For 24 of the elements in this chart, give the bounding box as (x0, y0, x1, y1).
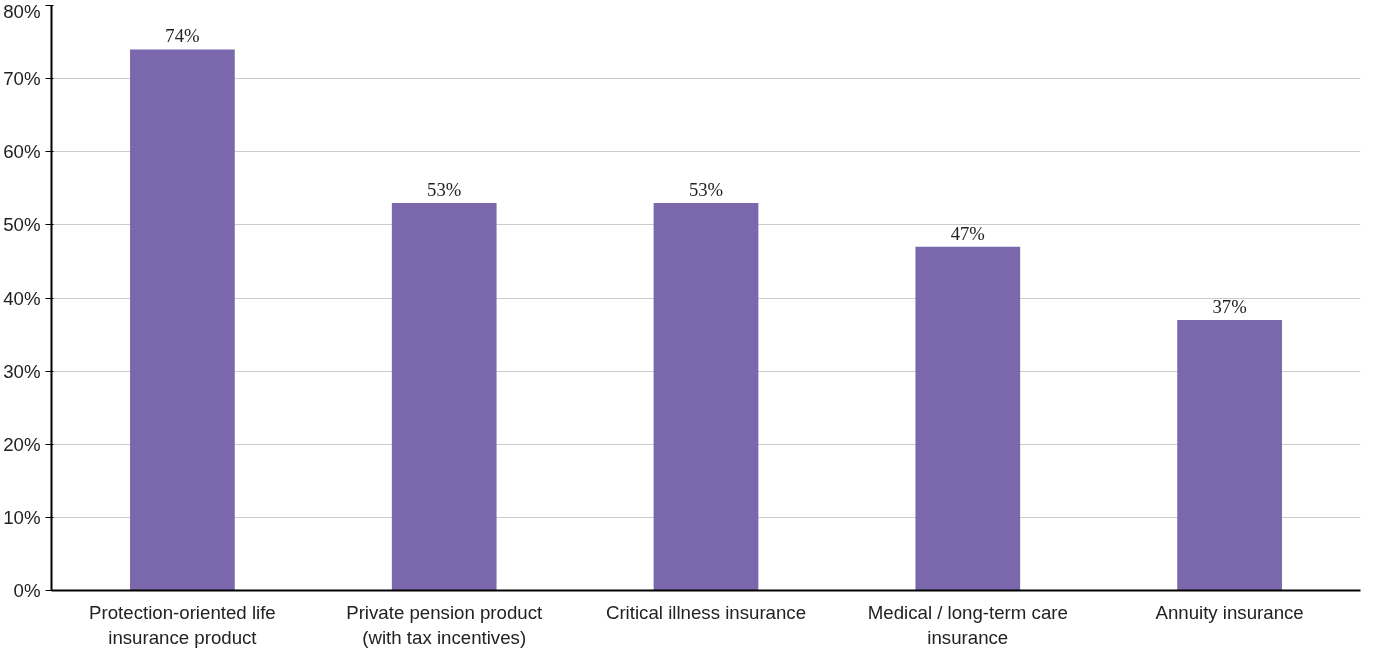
data-label: 47% (950, 222, 985, 244)
data-label: 53% (688, 178, 724, 200)
bar (915, 246, 1021, 591)
y-tick-label: 40% (3, 287, 41, 309)
y-tick-label: 0% (13, 580, 41, 601)
x-tick-label: Critical illness insurance (605, 601, 807, 623)
y-tick-label: 70% (3, 68, 41, 90)
bar (1177, 319, 1282, 591)
bar (130, 49, 235, 591)
y-tick-label: 10% (3, 506, 41, 528)
x-tick-label: Annuity insurance (1155, 601, 1304, 623)
data-label: 37% (1212, 295, 1247, 317)
data-label: 74% (165, 25, 200, 47)
y-tick-label: 80% (3, 0, 41, 22)
x-tick-label: Private pension product (with tax incentives) (346, 601, 544, 648)
data-label: 53% (427, 178, 462, 200)
y-tick-label: 20% (3, 433, 41, 455)
bar (653, 202, 759, 591)
x-tick-label: Protection-oriented life insurance product (89, 601, 276, 648)
bar (391, 202, 497, 591)
y-tick-label: 30% (3, 360, 41, 382)
x-tick-label: Medical / long-term care insurance (867, 601, 1068, 648)
y-tick-label: 60% (3, 141, 41, 163)
y-tick-label: 50% (3, 214, 41, 236)
